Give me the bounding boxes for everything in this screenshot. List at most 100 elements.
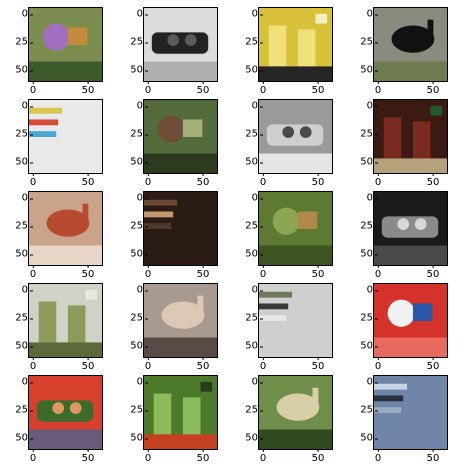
thumbnail-image-tulip-field-barn xyxy=(28,375,103,450)
y-tick-label: 0 xyxy=(251,192,264,204)
x-tick-label: 0 xyxy=(259,81,267,96)
x-tick-label: 50 xyxy=(311,449,325,464)
thumbnail-image-pizza-in-bowl xyxy=(28,191,103,266)
y-tick-label: 50 xyxy=(15,156,33,168)
x-tick-label: 0 xyxy=(144,265,152,280)
thumbnail-panel: 0 25 50 0 50 xyxy=(0,2,116,96)
y-tick-label: 25 xyxy=(245,36,263,48)
x-tick-label: 50 xyxy=(196,449,210,464)
x-tick-label: 50 xyxy=(426,449,440,464)
x-tick-label: 50 xyxy=(311,173,325,188)
y-tick-label: 25 xyxy=(130,404,148,416)
y-tick-label: 50 xyxy=(15,340,33,352)
y-tick-label: 25 xyxy=(130,220,148,232)
y-tick-label: 0 xyxy=(21,192,34,204)
y-tick-label: 50 xyxy=(245,340,263,352)
y-tick-label: 0 xyxy=(21,376,34,388)
y-tick-label: 50 xyxy=(130,248,148,260)
thumbnail-panel: 0 25 50 0 50 xyxy=(230,94,346,188)
y-tick-label: 50 xyxy=(130,340,148,352)
x-tick-label: 0 xyxy=(29,265,37,280)
thumbnail-image-bird-in-grass xyxy=(143,99,218,174)
thumbnail-panel: 0 25 50 0 50 xyxy=(0,370,116,464)
y-tick-label: 25 xyxy=(130,36,148,48)
y-tick-label: 50 xyxy=(130,432,148,444)
y-tick-label: 25 xyxy=(15,220,33,232)
x-tick-label: 0 xyxy=(374,173,382,188)
y-tick-label: 0 xyxy=(366,100,379,112)
y-tick-label: 50 xyxy=(360,156,378,168)
thumbnail-image-butterfly-on-flowers xyxy=(28,7,103,82)
x-tick-label: 50 xyxy=(196,173,210,188)
y-tick-label: 25 xyxy=(15,404,33,416)
x-tick-label: 50 xyxy=(196,265,210,280)
thumbnail-image-person-on-field-grayscale xyxy=(258,99,333,174)
x-tick-label: 50 xyxy=(196,81,210,96)
y-tick-label: 50 xyxy=(15,248,33,260)
x-tick-label: 0 xyxy=(29,81,37,96)
thumbnail-panel: 0 25 50 0 50 xyxy=(230,370,346,464)
y-tick-label: 25 xyxy=(15,312,33,324)
x-tick-label: 50 xyxy=(426,173,440,188)
y-tick-label: 0 xyxy=(251,284,264,296)
x-tick-label: 0 xyxy=(29,449,37,464)
y-tick-label: 0 xyxy=(251,8,264,20)
thumbnail-image-ladybug-on-leaf xyxy=(143,375,218,450)
x-tick-label: 50 xyxy=(81,81,95,96)
y-tick-label: 25 xyxy=(245,404,263,416)
y-tick-label: 0 xyxy=(366,376,379,388)
y-tick-label: 50 xyxy=(245,64,263,76)
x-tick-label: 50 xyxy=(426,265,440,280)
thumbnail-image-dark-object-closeup xyxy=(373,191,448,266)
y-tick-label: 25 xyxy=(15,128,33,140)
y-tick-label: 25 xyxy=(360,128,378,140)
y-tick-label: 0 xyxy=(21,8,34,20)
thumbnail-image-black-bird-on-grass xyxy=(373,7,448,82)
y-tick-label: 25 xyxy=(360,312,378,324)
thumbnail-image-buds-on-branch xyxy=(258,375,333,450)
x-tick-label: 0 xyxy=(144,173,152,188)
y-tick-label: 0 xyxy=(136,284,149,296)
x-tick-label: 0 xyxy=(29,173,37,188)
y-tick-label: 50 xyxy=(360,340,378,352)
y-tick-label: 0 xyxy=(366,284,379,296)
y-tick-label: 0 xyxy=(136,192,149,204)
y-tick-label: 25 xyxy=(360,220,378,232)
thumbnail-image-frog-closeup xyxy=(28,283,103,358)
x-tick-label: 0 xyxy=(144,449,152,464)
thumbnail-panel: 0 25 50 0 50 xyxy=(115,186,231,280)
y-tick-label: 50 xyxy=(15,64,33,76)
x-tick-label: 50 xyxy=(311,357,325,372)
y-tick-label: 25 xyxy=(360,36,378,48)
thumbnail-image-colored-syringes xyxy=(28,99,103,174)
thumbnail-panel: 0 25 50 0 50 xyxy=(0,186,116,280)
y-tick-label: 25 xyxy=(130,128,148,140)
x-tick-label: 0 xyxy=(144,81,152,96)
x-tick-label: 50 xyxy=(81,357,95,372)
y-tick-label: 25 xyxy=(245,128,263,140)
thumbnail-panel: 0 25 50 0 50 xyxy=(0,278,116,372)
x-tick-label: 0 xyxy=(374,265,382,280)
x-tick-label: 0 xyxy=(29,357,37,372)
x-tick-label: 0 xyxy=(259,357,267,372)
x-tick-label: 50 xyxy=(311,265,325,280)
x-tick-label: 0 xyxy=(374,357,382,372)
thumbnail-image-lighthouse-sky xyxy=(373,375,448,450)
x-tick-label: 0 xyxy=(374,81,382,96)
thumbnail-panel: 0 25 50 0 50 xyxy=(345,94,458,188)
y-tick-label: 0 xyxy=(366,192,379,204)
y-tick-label: 50 xyxy=(360,64,378,76)
y-tick-label: 0 xyxy=(136,100,149,112)
y-tick-label: 25 xyxy=(360,404,378,416)
thumbnail-panel: 0 25 50 0 50 xyxy=(230,278,346,372)
thumbnail-image-red-bottles-shelf xyxy=(373,99,448,174)
thumbnail-panel: 0 25 50 0 50 xyxy=(345,370,458,464)
y-tick-label: 0 xyxy=(251,376,264,388)
x-tick-label: 0 xyxy=(259,265,267,280)
x-tick-label: 0 xyxy=(144,357,152,372)
y-tick-label: 0 xyxy=(21,100,34,112)
thumbnail-panel: 0 25 50 0 50 xyxy=(345,278,458,372)
x-tick-label: 50 xyxy=(81,173,95,188)
y-tick-label: 0 xyxy=(251,100,264,112)
thumbnail-image-electronic-device xyxy=(143,7,218,82)
